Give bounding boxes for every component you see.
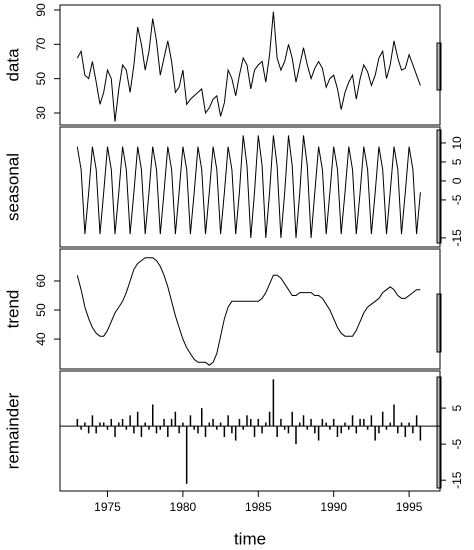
- x-tick-label: 1975: [94, 500, 121, 514]
- x-tick-label: 1990: [320, 500, 347, 514]
- panel-frame: [59, 126, 441, 248]
- series-line: [76, 257, 421, 366]
- y-tick-label: 60: [34, 274, 48, 288]
- series-line: [76, 135, 421, 238]
- y-tick-label: -5: [450, 438, 464, 449]
- y-tick-label: 5: [450, 404, 464, 411]
- y-tick-label: -15: [450, 471, 464, 489]
- x-tick-label: 1995: [396, 500, 423, 514]
- y-tick-label: 5: [450, 158, 464, 165]
- range-bar: [436, 42, 442, 91]
- series-line: [76, 11, 421, 122]
- panel-frame: [59, 248, 441, 370]
- y-tick-label: -15: [450, 229, 464, 247]
- y-tick-label: 40: [34, 332, 48, 346]
- y-axis-label: trend: [3, 290, 22, 329]
- y-tick-label: 70: [34, 37, 48, 51]
- x-tick-label: 1985: [245, 500, 272, 514]
- y-axis-label: data: [3, 48, 22, 82]
- y-tick-label: 10: [450, 136, 464, 150]
- y-axis-label: remainder: [3, 392, 22, 469]
- y-tick-label: 90: [34, 3, 48, 17]
- range-bar: [436, 376, 442, 489]
- y-tick-label: -5: [450, 194, 464, 205]
- y-tick-label: 50: [34, 303, 48, 317]
- range-bars: [436, 42, 442, 489]
- y-tick-label: 0: [450, 177, 464, 184]
- panel-frame: [59, 4, 441, 126]
- y-axis-label: seasonal: [3, 153, 22, 221]
- x-axis-label: time: [234, 529, 266, 548]
- panel-frame: [59, 370, 441, 492]
- x-tick-label: 1980: [170, 500, 197, 514]
- y-tick-label: 50: [34, 72, 48, 86]
- y-tick-label: 30: [34, 106, 48, 120]
- range-bar: [436, 293, 442, 353]
- range-bar: [436, 129, 442, 244]
